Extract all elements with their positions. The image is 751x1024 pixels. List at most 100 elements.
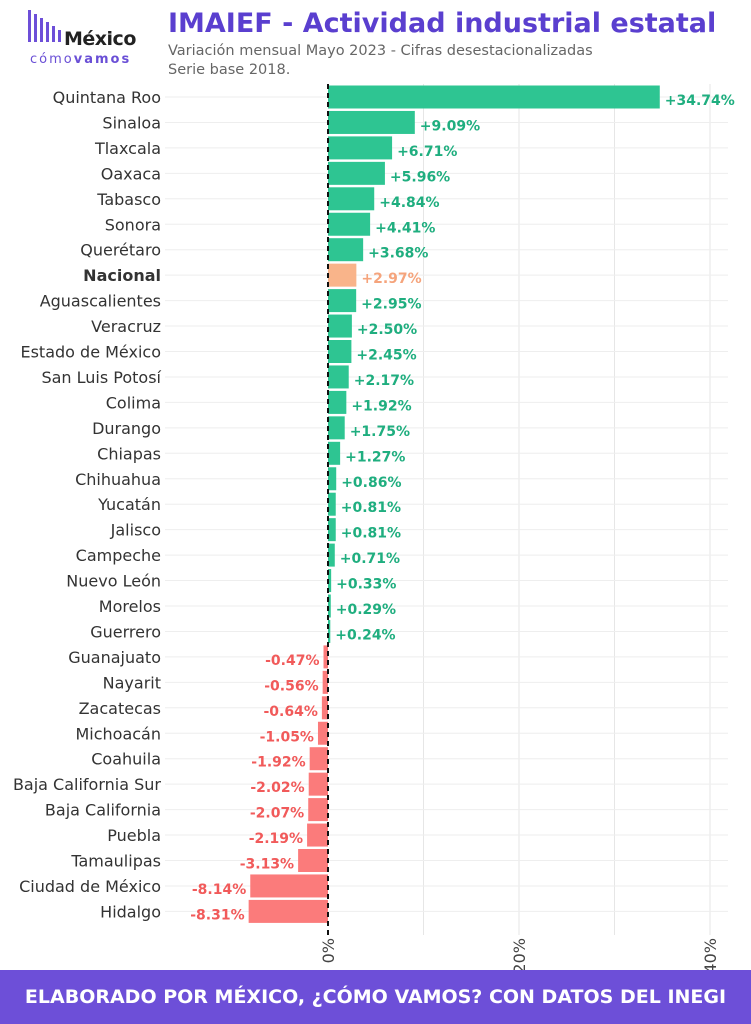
data-label: +2.50% <box>357 322 417 338</box>
bar <box>328 340 352 363</box>
category-label: Chihuahua <box>75 470 161 489</box>
bar <box>298 849 328 872</box>
data-label: +1.27% <box>345 449 405 465</box>
category-label: Nacional <box>83 266 161 285</box>
data-label: -1.92% <box>251 755 305 771</box>
category-label: Michoacán <box>75 724 161 743</box>
data-label: +1.92% <box>351 398 411 414</box>
category-label: Nayarit <box>103 673 161 692</box>
bar <box>328 543 335 567</box>
category-label: Morelos <box>99 597 161 616</box>
bar <box>321 696 328 720</box>
category-label: Sonora <box>105 215 161 234</box>
data-label: -8.31% <box>190 907 244 923</box>
data-label: +1.75% <box>350 424 410 440</box>
data-label: -0.47% <box>265 653 319 669</box>
bar <box>328 416 345 440</box>
category-label: Chiapas <box>97 444 161 463</box>
category-label: Guanajuato <box>68 648 161 667</box>
data-label: +34.74% <box>665 93 735 109</box>
x-tick-label: 20% <box>510 938 529 970</box>
bar <box>317 721 328 745</box>
bar <box>328 263 357 287</box>
bar <box>328 467 337 491</box>
data-label: +6.71% <box>397 144 457 160</box>
bar <box>328 619 331 643</box>
category-label: Querétaro <box>80 241 161 260</box>
data-label: -2.07% <box>250 806 304 822</box>
bar <box>308 772 328 796</box>
data-label: +2.45% <box>356 348 416 364</box>
data-label: -2.19% <box>249 831 303 847</box>
category-label: Estado de México <box>20 343 161 362</box>
category-label: Nuevo León <box>66 572 161 591</box>
data-label: -0.56% <box>264 678 318 694</box>
data-label: +2.97% <box>361 271 421 287</box>
logo-bars-icon <box>28 10 61 42</box>
bar <box>248 899 328 923</box>
category-label: Yucatán <box>97 495 161 514</box>
x-tick-label: 0% <box>319 938 338 963</box>
category-label: Tlaxcala <box>94 139 161 158</box>
category-label: Tamaulipas <box>70 852 161 871</box>
bar <box>308 798 328 822</box>
logo-tagline: cómovamos <box>30 52 131 67</box>
bar <box>328 390 347 414</box>
bar <box>328 518 336 542</box>
data-label: +5.96% <box>390 169 450 185</box>
chart-subtitle: Variación mensual Mayo 2023 - Cifras des… <box>168 42 593 80</box>
bar <box>309 747 328 771</box>
category-label: Oaxaca <box>101 164 161 183</box>
bar <box>328 136 393 160</box>
data-label: +0.24% <box>335 627 395 643</box>
bar <box>323 645 328 669</box>
bar <box>250 874 328 898</box>
footer-text: ELABORADO POR MÉXICO, ¿CÓMO VAMOS? CON D… <box>24 986 727 1008</box>
data-label: +4.84% <box>379 195 439 211</box>
category-label: Jalisco <box>110 521 161 540</box>
bar <box>328 314 352 338</box>
footer-banner: ELABORADO POR MÉXICO, ¿CÓMO VAMOS? CON D… <box>0 970 751 1024</box>
x-tick-label: 40% <box>701 938 720 970</box>
category-label: Hidalgo <box>100 902 161 921</box>
category-label: San Luis Potosí <box>41 368 161 387</box>
category-label: Aguascalientes <box>40 292 161 311</box>
chart-title: IMAIEF - Actividad industrial estatal <box>168 8 717 39</box>
data-label: +3.68% <box>368 246 428 262</box>
bar <box>328 594 331 618</box>
bar <box>328 85 660 109</box>
category-label: Veracruz <box>91 317 161 336</box>
category-label: Tabasco <box>96 190 161 209</box>
category-label: Sinaloa <box>102 113 161 132</box>
data-label: -3.13% <box>240 857 294 873</box>
category-label: Quintana Roo <box>53 88 161 107</box>
data-label: -8.14% <box>192 882 246 898</box>
bar-chart: Quintana Roo +34.74% Sinaloa +9.09% Tlaxcala… <box>13 84 735 970</box>
category-label: Coahuila <box>91 750 161 769</box>
data-label: -2.02% <box>250 780 304 796</box>
mexico-como-vamos-logo: México cómovamos <box>26 10 156 70</box>
bar <box>328 569 332 593</box>
category-label: Baja California <box>45 801 161 820</box>
subtitle-line-1: Variación mensual Mayo 2023 - Cifras des… <box>168 43 593 59</box>
data-label: +9.09% <box>420 118 480 134</box>
logo-tagline-light: cómo <box>30 52 74 67</box>
bar <box>328 110 415 134</box>
bar <box>328 365 349 389</box>
data-label: +2.95% <box>361 297 421 313</box>
bar <box>328 441 341 465</box>
data-label: +2.17% <box>354 373 414 389</box>
bar <box>328 238 364 262</box>
category-label: Zacatecas <box>79 699 161 718</box>
category-label: Durango <box>92 419 161 438</box>
logo-tagline-bold: vamos <box>73 52 132 67</box>
category-label: Colima <box>106 393 161 412</box>
category-label: Ciudad de México <box>19 877 161 896</box>
data-label: +0.29% <box>336 602 396 618</box>
category-label: Guerrero <box>90 622 161 641</box>
bar <box>307 823 328 847</box>
category-label: Puebla <box>107 826 161 845</box>
data-label: +0.81% <box>341 500 401 516</box>
category-label: Baja California Sur <box>13 775 161 794</box>
data-label: -1.05% <box>260 729 314 745</box>
